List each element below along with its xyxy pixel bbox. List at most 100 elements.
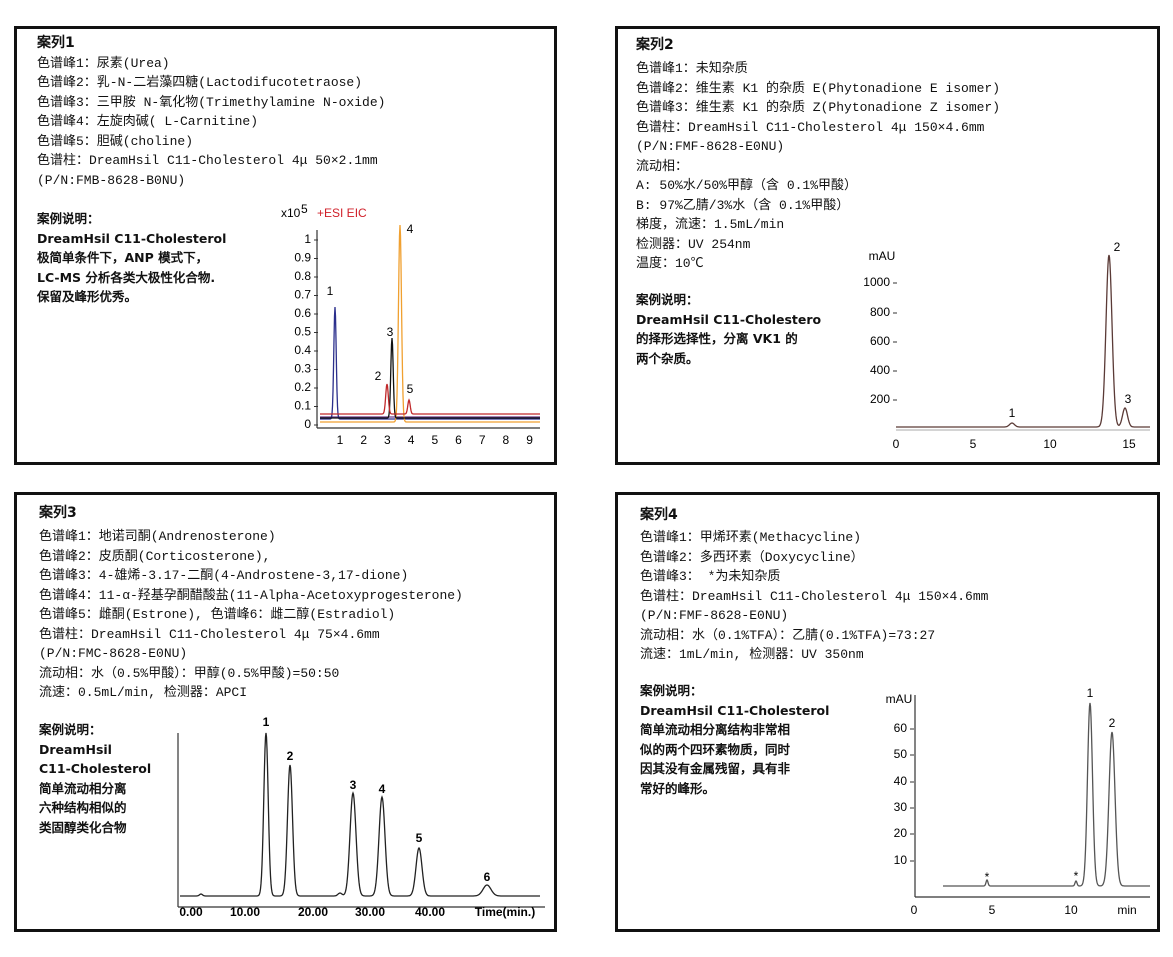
x-tick-label: 9 — [526, 433, 533, 447]
y-tick-label: 800 — [870, 305, 890, 319]
detail-line: 色谱峰2：乳-N-二岩藻四糖(Lactodifucotetraose) — [37, 75, 363, 90]
y-tick-label: 0.1 — [294, 399, 311, 413]
peak-label: 3 — [1125, 392, 1132, 406]
detail-line: 梯度，流速：1.5mL/min — [636, 217, 785, 232]
y-tick-label: 0.8 — [294, 269, 311, 283]
detail-line: (P/N:FMF-8628-E0NU) — [640, 608, 789, 623]
x-axis-label: min — [1117, 903, 1136, 917]
detail-line: (P/N:FMF-8628-E0NU) — [636, 139, 785, 154]
detail-line: 色谱柱：DreamHsil C11-Cholesterol 4μ 75×4.6m… — [39, 626, 380, 642]
x-tick-label: 15 — [1122, 437, 1136, 451]
detail-line: 色谱峰2：多西环素（Doxycycline） — [640, 549, 864, 565]
case-panel — [615, 26, 1160, 465]
x-tick-label: 1 — [337, 433, 344, 447]
detail-line: A: 50%水/50%甲醇（含 0.1%甲酸） — [636, 178, 858, 193]
y-tick-label: 0.6 — [294, 306, 311, 320]
detail-line: 色谱柱：DreamHsil C11-Cholesterol 4μ 50×2.1m… — [37, 153, 378, 168]
y-unit: mAU — [886, 692, 913, 706]
note-line: 极简单条件下，ANP 模式下， — [37, 250, 209, 265]
x-tick-label: 0 — [893, 437, 900, 451]
note-line: 似的两个四环素物质，同时 — [640, 741, 791, 757]
peak-label: 4 — [407, 222, 414, 236]
x-tick-label: 5 — [431, 433, 438, 447]
detail-line: 色谱峰1：甲烯环素(Methacycline) — [640, 530, 862, 545]
note-line: 的择形选择性，分离 VK1 的 — [636, 331, 798, 346]
case-title: 案列4 — [640, 507, 678, 523]
x-tick-label: 3 — [384, 433, 391, 447]
peak-label: 1 — [327, 284, 334, 298]
x-tick-label: 40.00 — [415, 905, 445, 919]
note-title: 案例说明： — [640, 683, 703, 698]
y-tick-label: 200 — [870, 392, 890, 406]
trace — [943, 702, 1150, 887]
y-tick-label: 0.9 — [294, 251, 311, 265]
trace-label: +ESI EIC — [317, 206, 367, 220]
detail-line: 色谱峰1：尿素(Urea) — [37, 55, 170, 71]
y-unit-exponent: 5 — [301, 202, 308, 216]
detail-line: (P/N:FMC-8628-E0NU) — [39, 646, 188, 661]
note-title: 案例说明： — [39, 722, 102, 737]
note-line: 保留及峰形优秀。 — [37, 289, 138, 304]
detail-line: 温度：10℃ — [636, 256, 704, 271]
peak-label: * — [985, 870, 990, 884]
case-title: 案列2 — [636, 37, 674, 53]
case-panel — [14, 26, 557, 465]
case-note: 案例说明： DreamHsil C11-Cholesterol 简单流动相分离 六种结构… — [39, 720, 151, 837]
note-line: 因其没有金属残留，具有非 — [640, 761, 791, 776]
note-title: 案例说明： — [37, 211, 100, 226]
detail-line: 流速：1mL/min, 检测器：UV 350nm — [640, 647, 864, 662]
x-tick-label: 2 — [360, 433, 367, 447]
note-line: 常好的峰形。 — [640, 780, 716, 796]
note-line: 两个杂质。 — [636, 350, 699, 366]
detail-line: 色谱柱：DreamHsil C11-Cholesterol 4μ 150×4.6… — [636, 119, 985, 135]
x-tick-label: 5 — [989, 903, 996, 917]
note-line: LC-MS 分析各类大极性化合物. — [37, 269, 216, 285]
case-note: 案例说明： DreamHsil C11-Cholesterol 简单流动相分离结构非… — [640, 681, 829, 798]
x-tick-label: 4 — [408, 433, 415, 447]
y-tick-label: 0.2 — [294, 380, 311, 394]
detail-line: 色谱峰1：未知杂质 — [636, 61, 748, 76]
case-details: 色谱峰1：未知杂质色谱峰2：维生素 K1 的杂质 E(Phytonadione … — [636, 59, 1000, 274]
note-line: DreamHsil C11-Cholesterol — [37, 230, 227, 246]
y-tick-label: 0.7 — [294, 288, 311, 302]
detail-line: 色谱峰2：维生素 K1 的杂质 E(Phytonadione E isomer) — [636, 80, 1001, 96]
y-tick-label: 0.3 — [294, 362, 311, 376]
note-line: DreamHsil C11-Cholestero — [636, 311, 822, 327]
peak-label: 5 — [407, 382, 414, 396]
y-tick-label: 1000 — [863, 275, 890, 289]
detail-line: 色谱峰3：三甲胺 N-氧化物(Trimethylamine N-oxide) — [37, 94, 386, 110]
detail-line: B: 97%乙腈/3%水（含 0.1%甲酸） — [636, 197, 850, 213]
peak-label: 1 — [1087, 686, 1094, 700]
detail-line: 流速：0.5mL/min, 检测器：APCI — [39, 685, 248, 700]
x-tick-label: 0.00 — [179, 905, 203, 919]
y-unit: mAU — [869, 249, 896, 263]
note-line: 六种结构相似的 — [39, 800, 127, 815]
trace — [320, 337, 540, 419]
peak-label: 2 — [375, 369, 382, 383]
y-tick-label: 0.4 — [294, 343, 311, 357]
detail-line: 检测器：UV 254nm — [636, 236, 751, 252]
detail-line: 色谱峰3：4-雄烯-3.17-二酮(4-Androstene-3,17-dion… — [39, 568, 409, 583]
note-line: 简单流动相分离 — [39, 780, 127, 796]
detail-line: (P/N:FMB-8628-B0NU) — [37, 172, 186, 188]
case-details: 色谱峰1：地诺司酮(Andrenosterone) 色谱峰2：皮质酮(Cortic… — [39, 527, 463, 703]
x-tick-label: 5 — [970, 437, 977, 451]
trace — [320, 306, 540, 420]
x-tick-label: 8 — [503, 433, 510, 447]
note-line: C11-Cholesterol — [39, 761, 152, 776]
y-tick-label: 50 — [894, 747, 908, 761]
detail-line: 色谱峰5：胆碱(choline) — [37, 133, 194, 149]
peak-label: * — [1074, 869, 1079, 883]
case-panel — [615, 492, 1160, 932]
x-tick-label: 7 — [479, 433, 486, 447]
case-note: 案例说明： DreamHsil C11-Cholesterol 极简单条件下，ANP… — [37, 209, 226, 307]
x-tick-label: 10.00 — [230, 905, 260, 919]
y-tick-label: 0 — [304, 417, 311, 431]
y-tick-label: 20 — [894, 826, 908, 840]
x-tick-label: 10 — [1043, 437, 1057, 451]
peak-label: 5 — [416, 831, 423, 845]
trace — [180, 732, 540, 897]
detail-line: 色谱峰4：左旋肉碱( L-Carnitine) — [37, 114, 259, 129]
peak-label: 2 — [287, 749, 294, 763]
